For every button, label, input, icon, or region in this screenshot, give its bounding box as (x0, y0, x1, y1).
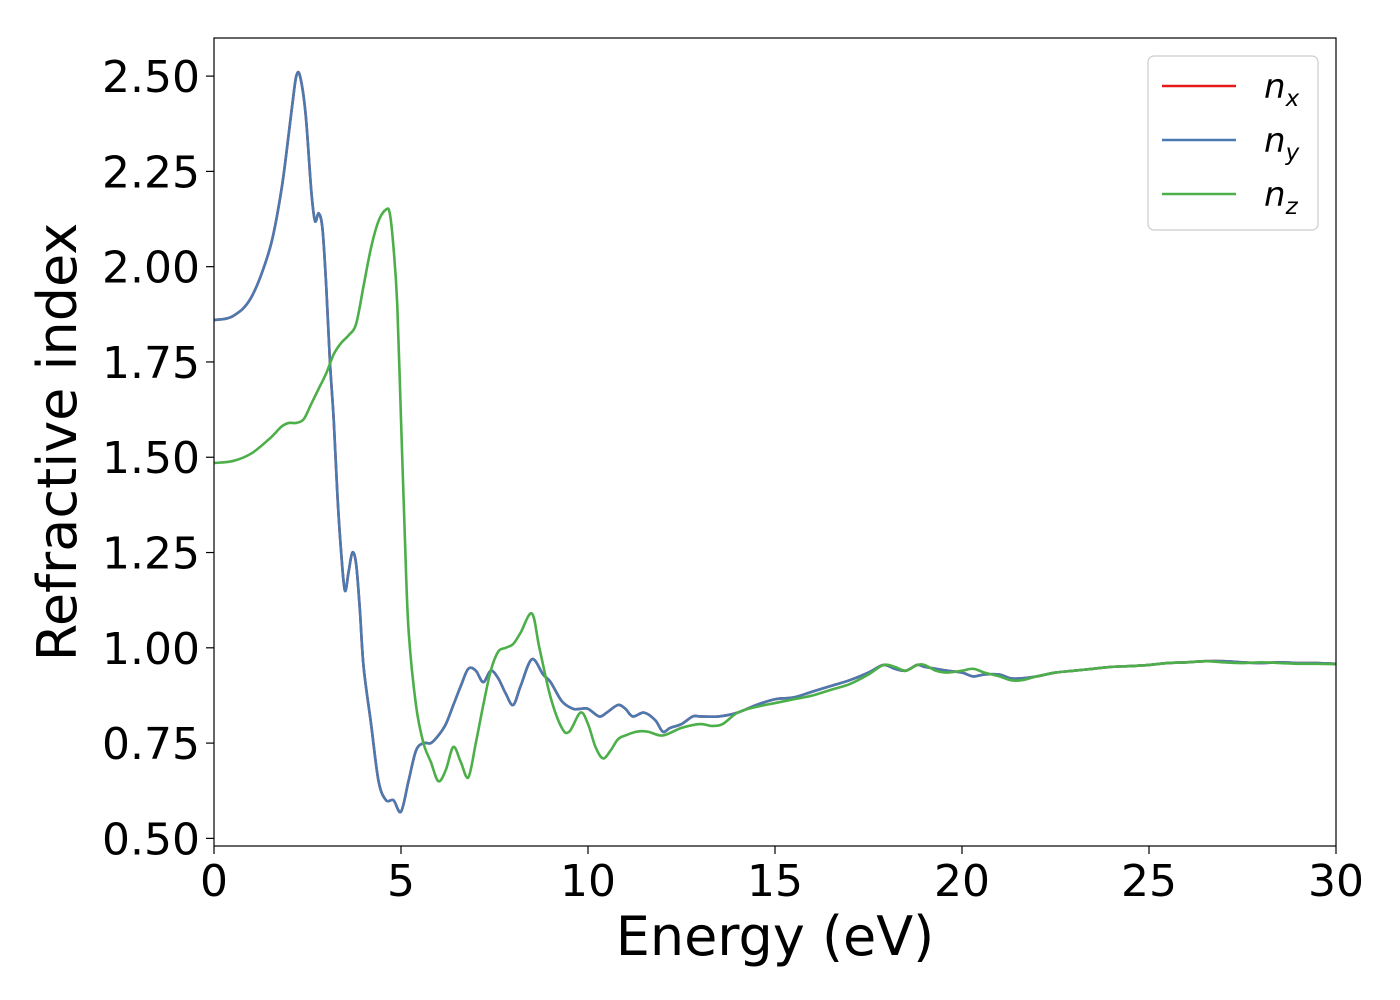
x-tick-label: 15 (747, 856, 803, 907)
x-tick-label: 0 (200, 856, 228, 907)
legend-label-subscript: z (1285, 194, 1299, 220)
legend-label-x: nx (1264, 67, 1300, 112)
y-tick-label: 2.25 (102, 147, 200, 198)
legend-label-base: n (1264, 67, 1286, 107)
legend-label-subscript: y (1285, 140, 1300, 166)
series-line-z (214, 207, 1336, 783)
x-tick-label: 10 (560, 856, 616, 907)
y-tick-label: 1.00 (102, 624, 200, 675)
y-axis-title: Refractive index (26, 223, 89, 662)
legend-label-y: ny (1264, 121, 1300, 166)
x-tick-label: 20 (934, 856, 990, 907)
legend-label-base: n (1264, 175, 1286, 215)
x-axis-title: Energy (eV) (616, 905, 935, 968)
y-tick-label: 0.75 (102, 719, 200, 770)
y-tick-label: 1.25 (102, 529, 200, 580)
series-layer (214, 70, 1336, 814)
x-tick-label: 5 (387, 856, 415, 907)
legend-label-subscript: x (1285, 86, 1300, 112)
x-tick-label: 25 (1121, 856, 1177, 907)
y-tick-label: 0.50 (102, 814, 200, 865)
y-tick-label: 1.75 (102, 338, 200, 389)
legend-label-base: n (1264, 121, 1286, 161)
x-tick-label: 30 (1308, 856, 1364, 907)
legend-box (1147, 55, 1319, 231)
y-tick-label: 2.00 (102, 243, 200, 294)
y-tick-label: 2.50 (102, 52, 200, 103)
y-tick-label: 1.50 (102, 433, 200, 484)
legend-label-z: nz (1264, 175, 1299, 220)
y-axis-ticks: 0.50 0.75 1.00 1.25 1.50 1.75 2.00 2.25 2.50 (102, 52, 214, 865)
series-line-y (214, 70, 1336, 814)
x-axis-ticks: 0 5 10 15 20 25 30 (200, 846, 1364, 907)
